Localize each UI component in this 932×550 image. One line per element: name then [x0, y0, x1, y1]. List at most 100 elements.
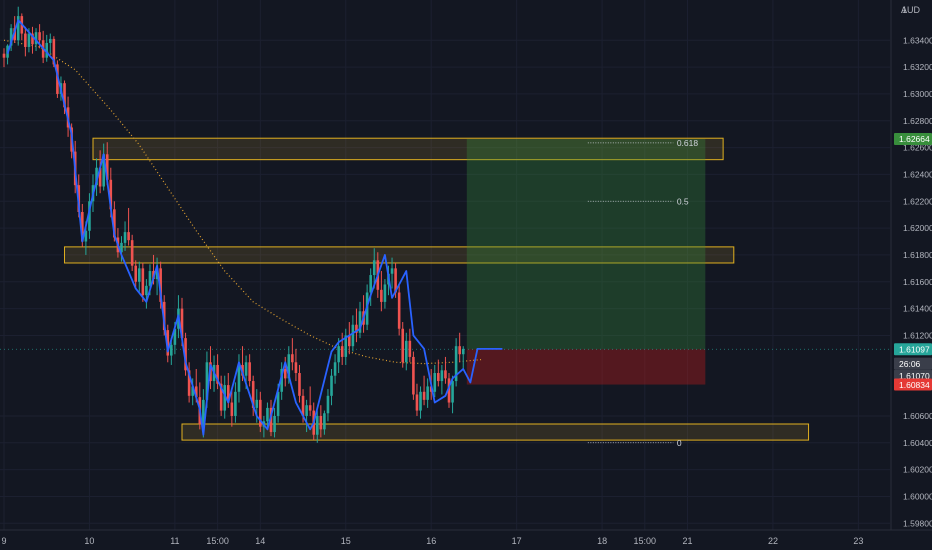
candle-body	[291, 354, 294, 363]
candle	[234, 382, 237, 423]
price-tick-label: 1.63000	[903, 89, 932, 99]
time-tick-label: 10	[84, 536, 94, 546]
candle	[184, 332, 187, 376]
candle	[9, 24, 13, 51]
candle	[337, 338, 340, 374]
fib-levels-layer: 0.618 0.5 0	[587, 138, 698, 448]
candle	[440, 364, 444, 395]
candle	[348, 322, 351, 355]
candle-body	[319, 415, 323, 430]
candle	[323, 410, 326, 435]
trend-line-layer	[6, 19, 503, 436]
candle-body	[355, 324, 358, 333]
currency-indicator: 1	[902, 5, 907, 15]
candle-body	[437, 373, 440, 382]
support-zone-lower	[181, 423, 810, 441]
candle-body	[223, 385, 227, 411]
candle-body	[130, 240, 134, 266]
candle	[315, 410, 319, 443]
time-tick-label: 18	[597, 536, 607, 546]
profit-zone	[466, 139, 706, 350]
axes-layer: AUD 1	[0, 0, 932, 531]
candle	[123, 221, 127, 251]
currency-label: AUD	[901, 5, 921, 15]
candle-body	[98, 167, 102, 187]
candle	[454, 338, 458, 387]
price-tag-background	[894, 357, 932, 370]
candle-body	[390, 268, 394, 274]
candle-body	[31, 33, 34, 45]
time-tick-label: 23	[853, 536, 863, 546]
candle-body	[27, 33, 31, 47]
price-tick-label: 1.61800	[903, 250, 932, 260]
time-tick-label: 11	[170, 536, 179, 546]
candle-body	[458, 346, 461, 355]
candle	[216, 354, 219, 390]
candle-body	[337, 346, 340, 363]
candle	[155, 257, 159, 296]
candle-body	[422, 391, 426, 400]
fib-level-label: 0.5	[677, 196, 689, 206]
price-tick-label: 1.60000	[903, 491, 932, 501]
candle-body	[170, 344, 173, 356]
price-tag-text: 1.61070	[899, 371, 930, 381]
candle-body	[88, 201, 91, 231]
candle	[419, 386, 422, 419]
candle	[2, 48, 6, 68]
candle-body	[330, 375, 333, 396]
candle-body	[380, 289, 383, 302]
candle-body	[333, 362, 337, 376]
candle-body	[145, 285, 148, 296]
candle-body	[9, 28, 13, 46]
candle-body	[63, 83, 66, 108]
candle	[380, 271, 383, 312]
candle	[305, 399, 308, 433]
price-tick-label: 1.61600	[903, 277, 932, 287]
tp-price-label: 1.62664	[894, 133, 932, 146]
candle-body	[461, 348, 465, 355]
candle-body	[269, 407, 273, 433]
price-tick-label: 1.61200	[903, 330, 932, 340]
candle-body	[426, 386, 429, 400]
candle	[230, 389, 234, 427]
candle	[266, 402, 269, 430]
candle	[98, 150, 102, 194]
price-tick-label: 1.60400	[903, 438, 932, 448]
candle-body	[202, 399, 205, 424]
price-tag-text: 1.60834	[899, 380, 930, 390]
candle-body	[24, 33, 27, 47]
candle	[130, 234, 134, 272]
price-tick-label: 1.62800	[903, 116, 932, 126]
candle-body	[326, 395, 330, 414]
candle-body	[394, 268, 397, 293]
candle-body	[315, 415, 319, 435]
candle-body	[276, 391, 280, 416]
candle	[415, 383, 419, 416]
candle-body	[248, 362, 251, 382]
candle-body	[148, 271, 152, 286]
candle-body	[205, 362, 209, 400]
price-tick-labels: 1.63400 1.63200 1.63000 1.62800 1.62600 1.624…	[903, 35, 932, 528]
time-tick-label: 17	[512, 536, 522, 546]
price-tag-text: 26:06	[899, 359, 921, 369]
candle	[422, 375, 426, 406]
price-tick-label: 1.63200	[903, 62, 932, 72]
candle	[369, 268, 372, 306]
candle-body	[444, 370, 447, 379]
candle	[137, 261, 141, 293]
candle-body	[180, 308, 184, 339]
long-position-tool[interactable]	[0, 139, 890, 385]
candle	[383, 279, 387, 309]
candle-body	[433, 373, 437, 392]
candle-body	[166, 330, 170, 356]
candle-body	[141, 268, 145, 296]
candle-body	[415, 394, 419, 411]
candle-body	[298, 373, 301, 396]
candle-body	[404, 340, 408, 363]
candle	[95, 158, 98, 196]
fib-level-label: 0	[677, 438, 682, 448]
candle-body	[287, 354, 291, 379]
candle-body	[45, 42, 49, 58]
